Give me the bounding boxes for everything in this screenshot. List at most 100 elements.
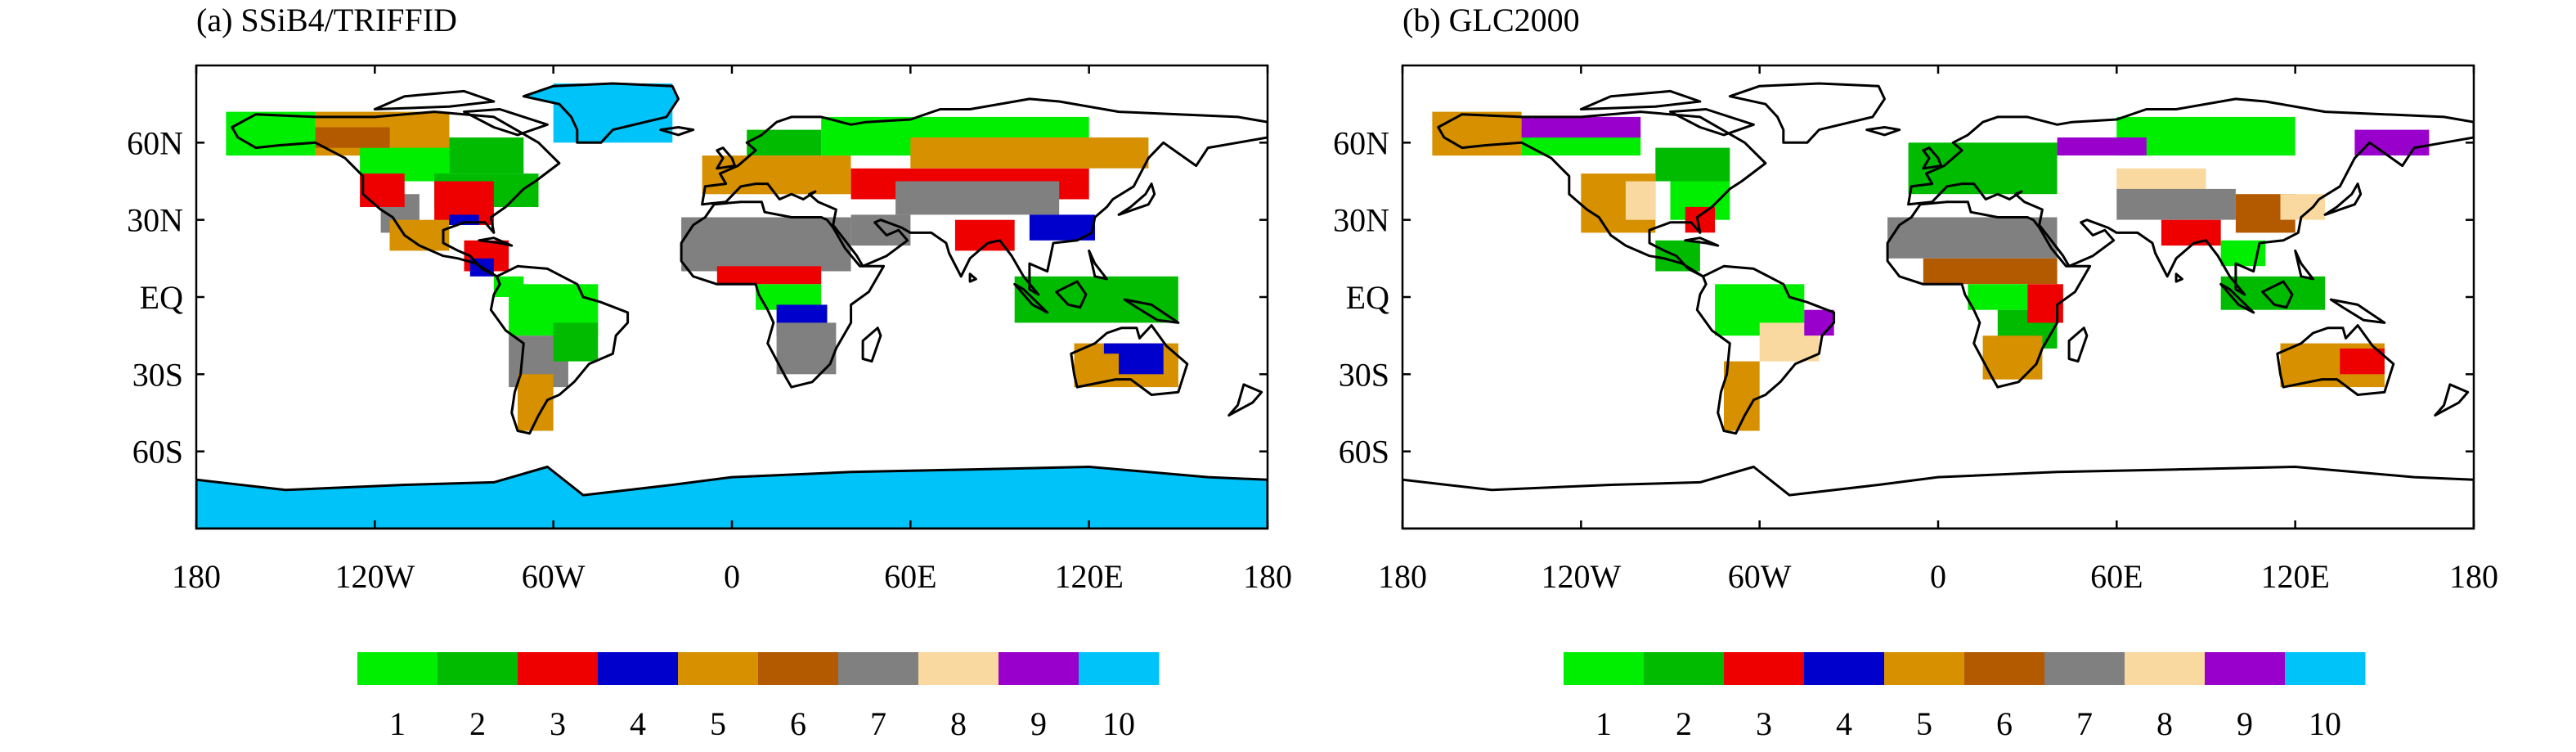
landcover-patch — [1982, 335, 2043, 380]
colorbar-swatch — [1804, 652, 1885, 685]
landcover-patch — [2340, 348, 2385, 375]
coastline-newguinea — [1123, 298, 1180, 324]
colorbar-label: 2 — [469, 705, 486, 742]
colorbar-label: 10 — [2309, 705, 2341, 742]
colorbar-label: 1 — [1595, 705, 1612, 742]
lon-label: 120E — [1054, 558, 1123, 595]
colorbar-swatch — [758, 652, 839, 685]
landcover-patch — [1887, 217, 2058, 259]
coastline-antarctica — [1402, 466, 2474, 529]
landcover-patch — [2161, 219, 2221, 246]
landcover-patch — [2354, 129, 2430, 155]
lon-label: 60W — [1728, 558, 1792, 595]
lon-label: 60W — [522, 558, 586, 595]
landcover-patch — [2116, 188, 2236, 220]
coastline-cuba — [1684, 236, 1720, 247]
coastline-britain — [1922, 146, 1943, 170]
coastline-japan — [1117, 182, 1156, 216]
colorbar-label: 10 — [1102, 705, 1135, 742]
colorbar-label: 5 — [1916, 705, 1932, 742]
landcover-patch — [895, 181, 1060, 215]
landcover-patch — [1968, 284, 2028, 310]
coastline-borneo — [2261, 280, 2294, 309]
landcover-patch — [553, 322, 599, 362]
lon-label: 180 — [1243, 558, 1292, 595]
coastline-namerica — [1437, 110, 1767, 278]
colorbar-label: 8 — [2156, 705, 2173, 742]
coastline-eurasia — [701, 97, 1268, 296]
panel-b-axes: 60N 30N EQ 30S 60S 180 120W 60W 0 60E 120E 180 — [1333, 65, 2498, 595]
lat-label: 60S — [1339, 434, 1389, 471]
coastline-cuba — [478, 236, 514, 247]
colorbar-swatch — [918, 652, 999, 685]
colorbar-swatch — [2125, 652, 2206, 685]
coastline-antarctica — [196, 466, 1268, 529]
coastline-australia — [1070, 324, 1189, 396]
colorbar-swatch — [1964, 652, 2045, 685]
lon-label: 60E — [2090, 558, 2143, 595]
colorbar-swatch — [1564, 652, 1645, 685]
landcover-patch — [449, 137, 524, 173]
landcover-patch — [716, 266, 822, 285]
colorbar-label: 9 — [2237, 705, 2253, 742]
lon-label: 0 — [724, 558, 740, 595]
landcover-patch — [747, 129, 822, 155]
colorbar-label: 5 — [710, 705, 726, 742]
landcover-patch — [315, 127, 390, 148]
coastline-eurasia — [1907, 97, 2474, 296]
coastline-sumatra — [2219, 282, 2255, 314]
landcover-patch — [681, 217, 851, 272]
landcover-patch — [1014, 276, 1178, 323]
colorbar-label: 1 — [389, 705, 406, 742]
lon-label: 120W — [1541, 558, 1621, 595]
colorbar-label: 7 — [870, 705, 886, 742]
panel-a-coastlines — [196, 82, 1268, 529]
landcover-patch — [1625, 181, 1656, 220]
coastline-iceland — [659, 126, 695, 137]
colorbar-swatch — [2285, 652, 2366, 685]
coastline-greenland — [522, 82, 680, 144]
coastline-borneo — [1055, 280, 1088, 309]
landcover-patch — [1655, 147, 1730, 182]
colorbar-label: 6 — [790, 705, 806, 742]
lon-label: 0 — [1930, 558, 1946, 595]
landcover-patch — [360, 173, 405, 207]
lon-label: 120W — [334, 558, 415, 595]
colorbar-swatch — [1724, 652, 1805, 685]
lat-label: 30N — [1333, 202, 1389, 239]
coastline-canada_islands — [1579, 89, 1702, 110]
colorbar-swatch — [2044, 652, 2125, 685]
coastline-newzealand — [2434, 383, 2470, 417]
lat-label: 60N — [127, 124, 183, 161]
lat-label: 30N — [127, 202, 183, 239]
panel-a-colorbar: 1 2 3 4 5 6 7 8 9 10 — [357, 652, 1160, 742]
landcover-patch — [1074, 353, 1120, 380]
colorbar-label: 3 — [1756, 705, 1772, 742]
lon-label: 180 — [2449, 558, 2498, 595]
coastline-greenland — [1728, 82, 1886, 144]
colorbar-swatch — [2205, 652, 2286, 685]
panel-b-title: (b) GLC2000 — [1402, 2, 1580, 38]
coastline-australia — [2276, 324, 2395, 396]
lon-label: 180 — [172, 558, 221, 595]
landcover-patch — [776, 322, 837, 375]
landcover-patch — [226, 111, 316, 156]
coastline-iceland — [1865, 126, 1901, 137]
coastline-canada_islands — [373, 89, 496, 110]
colorbar-label: 4 — [630, 705, 646, 742]
colorbar-label: 8 — [950, 705, 967, 742]
lon-label: 120E — [2260, 558, 2329, 595]
colorbar-swatch — [438, 652, 518, 685]
colorbar-swatch — [518, 652, 599, 685]
lat-label: 60N — [1333, 124, 1389, 161]
coastline-philippines — [1088, 249, 1108, 281]
panel-a-title: (a) SSiB4/TRIFFID — [196, 2, 457, 38]
colorbar-label: 9 — [1030, 705, 1047, 742]
coastline-africa — [1886, 200, 2092, 389]
panel-b-colorbar: 1 2 3 4 5 6 7 8 9 10 — [1564, 652, 2366, 742]
coastline-japan — [2323, 182, 2363, 216]
colorbar-swatch — [678, 652, 759, 685]
panel-b-coastlines — [1402, 82, 2474, 529]
